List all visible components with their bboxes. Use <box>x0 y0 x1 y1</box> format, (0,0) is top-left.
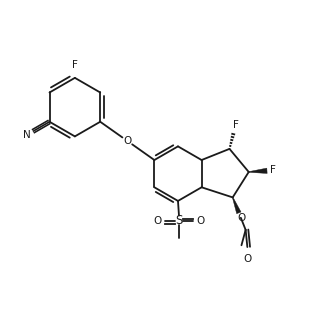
Text: O: O <box>237 213 245 223</box>
Text: F: F <box>72 60 78 70</box>
Text: N: N <box>23 130 30 140</box>
Text: O: O <box>243 254 251 264</box>
Text: O: O <box>196 216 204 226</box>
Text: F: F <box>233 120 239 130</box>
Polygon shape <box>249 168 267 173</box>
Text: O: O <box>154 216 162 226</box>
Polygon shape <box>233 197 241 214</box>
Text: O: O <box>123 136 131 146</box>
Text: S: S <box>175 214 183 227</box>
Text: F: F <box>270 165 276 175</box>
